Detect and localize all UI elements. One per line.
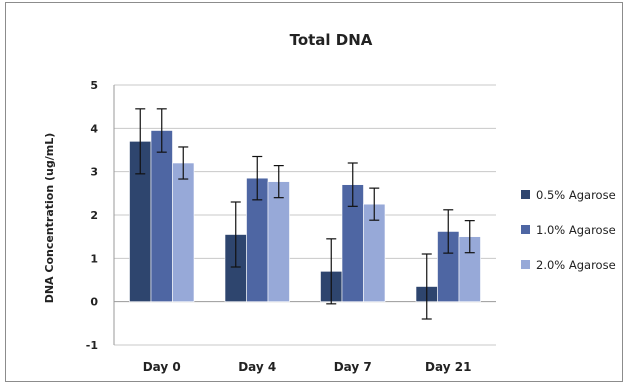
y-axis-label: DNA Concentration (ug/mL) — [43, 133, 56, 304]
bar-chart: Total DNA -1 0 1 2 3 4 5 Day 0 Day 4 Day 7 Day 21… — [43, 31, 616, 374]
x-category-label: Day 7 — [334, 360, 372, 374]
error-bar — [273, 165, 284, 199]
error-bar — [178, 146, 189, 180]
error-bar — [464, 220, 475, 254]
error-bar — [421, 253, 432, 320]
chart-title: Total DNA — [290, 31, 373, 49]
chart-frame: Total DNA -1 0 1 2 3 4 5 Day 0 Day 4 Day 7 Day 21… — [5, 2, 623, 382]
bar — [150, 130, 173, 302]
error-bar — [156, 108, 167, 153]
y-tick-label: -1 — [86, 339, 98, 352]
error-bar — [443, 209, 454, 254]
y-tick-labels: -1 0 1 2 3 4 5 — [86, 79, 99, 352]
y-tick-label: 4 — [90, 122, 98, 135]
x-category-label: Day 0 — [143, 360, 181, 374]
bar — [172, 162, 195, 302]
legend-swatch — [521, 190, 530, 199]
y-tick-label: 5 — [90, 79, 98, 92]
bar — [267, 181, 290, 302]
x-category-label: Day 21 — [425, 360, 471, 374]
y-tick-label: 0 — [90, 296, 98, 309]
error-bar — [252, 155, 263, 201]
x-category-labels: Day 0 Day 4 Day 7 Day 21 — [143, 360, 472, 374]
y-tick-label: 2 — [90, 209, 98, 222]
error-bar — [347, 162, 358, 207]
error-bar — [326, 238, 337, 305]
error-bars — [135, 108, 475, 320]
legend-label: 1.0% Agarose — [536, 223, 616, 237]
error-bar — [369, 187, 380, 221]
bars — [129, 130, 481, 302]
y-tick-label: 3 — [90, 166, 98, 179]
legend-swatch — [521, 260, 530, 269]
y-tick-label: 1 — [90, 252, 98, 265]
x-category-label: Day 4 — [238, 360, 276, 374]
error-bar — [230, 201, 241, 268]
legend-label: 2.0% Agarose — [536, 258, 616, 272]
legend: 0.5% Agarose 1.0% Agarose 2.0% Agarose — [521, 188, 616, 272]
error-bar — [135, 108, 146, 175]
legend-label: 0.5% Agarose — [536, 188, 616, 202]
legend-swatch — [521, 225, 530, 234]
